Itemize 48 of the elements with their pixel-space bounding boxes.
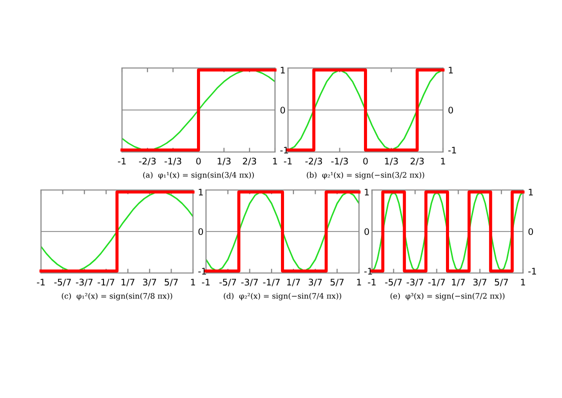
- x-tick-label: 1: [273, 158, 278, 164]
- y-tick-label: -1: [280, 146, 288, 154]
- x-tick-label: -1/7: [428, 278, 445, 286]
- x-tick-label: 1/7: [452, 278, 465, 286]
- x-tick-label: 3/7: [308, 278, 322, 286]
- x-tick-label: -1/3: [331, 158, 348, 166]
- y-tick-label: 0: [448, 106, 454, 114]
- y-tick-label: -1: [528, 268, 536, 274]
- x-tick-label: 5/7: [330, 278, 344, 286]
- y-tick-label: 1: [280, 66, 285, 74]
- x-tick-label: 1/3: [385, 158, 398, 166]
- x-tick-label: 1/3: [218, 158, 231, 166]
- y-tick-label: 0: [528, 228, 534, 236]
- x-tick-label: 2/3: [242, 158, 256, 166]
- x-tick-label: -1/3: [164, 158, 182, 166]
- x-tick-label: 3/7: [143, 278, 156, 286]
- y-tick-label: 1: [198, 188, 203, 196]
- y-tick-label: 1: [364, 188, 369, 196]
- y-tick-label: -1: [198, 268, 206, 274]
- x-tick-label: -5/7: [54, 278, 71, 286]
- y-tick-label: 1: [448, 66, 453, 74]
- y-tick-label: 1: [528, 188, 533, 196]
- y-tick-label: 0: [198, 228, 204, 236]
- x-tick-label: 5/7: [494, 278, 508, 286]
- y-tick-label: -1: [364, 268, 372, 274]
- x-tick-label: -1/7: [98, 278, 114, 286]
- x-tick-label: -2/3: [139, 158, 156, 166]
- x-tick-label: 1: [441, 158, 446, 164]
- x-tick-label: 1: [191, 278, 196, 286]
- x-tick-label: 5/7: [164, 278, 178, 286]
- x-tick-label: -1: [118, 158, 126, 164]
- x-tick-label: 1/7: [287, 278, 300, 286]
- x-tick-label: -1/7: [263, 278, 280, 286]
- y-tick-label: -1: [448, 146, 456, 154]
- x-tick-label: -3/7: [241, 278, 258, 286]
- x-tick-label: -5/7: [219, 278, 236, 286]
- x-tick-label: 1: [521, 278, 526, 286]
- x-tick-label: 3/7: [473, 278, 486, 286]
- y-tick-label: 0: [364, 228, 370, 236]
- x-tick-label: 1/7: [122, 278, 134, 286]
- x-tick-label: 2/3: [410, 158, 424, 166]
- x-tick-label: -2/3: [305, 158, 322, 166]
- y-tick-label: 0: [280, 106, 286, 114]
- x-tick-label: -1: [36, 278, 45, 286]
- x-tick-label: 1: [357, 278, 362, 286]
- x-tick-label: -3/7: [406, 278, 424, 286]
- x-tick-label: -3/7: [76, 278, 93, 286]
- x-tick-label: -5/7: [385, 278, 402, 286]
